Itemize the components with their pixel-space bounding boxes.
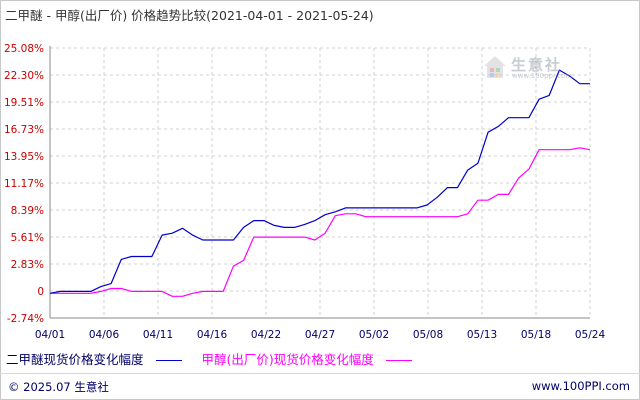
x-tick-label: 04/27: [305, 329, 335, 341]
y-tick-label: 22.30%: [4, 70, 44, 82]
x-tick-label: 04/06: [89, 329, 120, 341]
x-tick-label: 05/08: [413, 329, 443, 341]
x-tick-label: 04/22: [251, 329, 281, 341]
chart-legend: 二甲醚现货价格变化幅度 甲醇(出厂价)现货价格变化幅度: [6, 349, 428, 367]
y-tick-label: 19.51%: [4, 97, 44, 109]
series-line-methanol: [50, 147, 590, 297]
y-tick-label: 8.39%: [11, 205, 44, 217]
y-tick-label: 16.73%: [4, 124, 44, 136]
footer-divider: [0, 373, 640, 374]
y-tick-label: 0: [37, 286, 44, 298]
legend-label-series1: 二甲醚现货价格变化幅度: [6, 352, 144, 367]
legend-swatch-series2: [385, 360, 412, 361]
footer-copyright: © 2025.07 生意社: [8, 380, 109, 394]
x-tick-label: 04/01: [35, 329, 65, 341]
watermark-brand: 生意社: [511, 56, 563, 74]
watermark-logo: 生意社 www.100ppi.com: [481, 53, 576, 85]
y-tick-label: 5.61%: [11, 232, 44, 244]
x-tick-label: 05/18: [521, 329, 551, 341]
series-line-dimethyl-ether: [50, 69, 590, 294]
y-tick-label: -2.74%: [7, 313, 44, 325]
x-tick-label: 04/16: [197, 329, 228, 341]
legend-item-series1: 二甲醚现货价格变化幅度: [6, 349, 182, 368]
y-tick-label: 25.08%: [4, 43, 44, 55]
x-tick-label: 05/02: [359, 329, 389, 341]
x-tick-label: 05/24: [575, 329, 606, 341]
watermark-url: www.100ppi.com: [512, 72, 573, 80]
y-tick-label: 11.17%: [4, 178, 44, 190]
house-logo-icon: [484, 56, 506, 78]
legend-item-series2: 甲醇(出厂价)现货价格变化幅度: [201, 349, 412, 368]
chart-title: 二甲醚 - 甲醇(出厂价) 价格趋势比较(2021-04-01 - 2021-0…: [5, 8, 374, 23]
x-tick-label: 05/13: [467, 329, 497, 341]
y-tick-label: 13.95%: [4, 151, 44, 163]
legend-swatch-series1: [155, 360, 182, 361]
x-tick-label: 04/11: [143, 329, 173, 341]
footer-url-link[interactable]: www.100PPI.com: [531, 379, 630, 393]
y-tick-label: 2.83%: [11, 259, 44, 271]
legend-label-series2: 甲醇(出厂价)现货价格变化幅度: [201, 352, 374, 367]
